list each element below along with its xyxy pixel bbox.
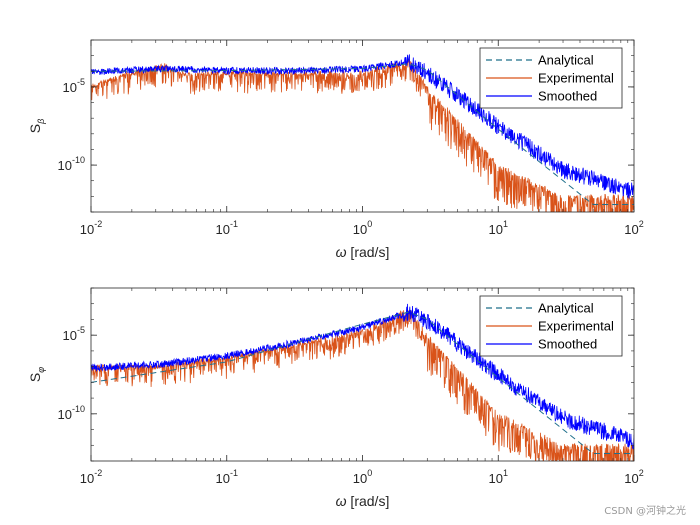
series-smoothed	[91, 54, 634, 200]
x-tick-label: 10-2	[80, 468, 102, 486]
y-tick-label: 10-10	[58, 155, 85, 173]
x-axis-label: ω [rad/s]	[336, 493, 390, 509]
x-tick-label: 102	[624, 468, 643, 486]
y-axis-label: Sβ	[27, 119, 46, 134]
legend-label-analytical: Analytical	[538, 53, 594, 68]
legend-label-experimental: Experimental	[538, 319, 614, 334]
x-tick-label: 101	[489, 219, 508, 237]
legend-label-analytical: Analytical	[538, 301, 594, 316]
watermark: CSDN @河钟之光	[604, 506, 686, 517]
subplot-1: 10-2 10-1 100 101 102 10-10 10-5 ω [rad/s] Sβ Ana…	[27, 39, 644, 260]
y-tick-label: 10-10	[58, 404, 85, 422]
data-layer	[91, 303, 634, 461]
series-analytical	[91, 311, 634, 454]
y-axis-label: Sφ	[27, 367, 46, 382]
x-tick-label: 10-1	[216, 468, 238, 486]
subplot-2: 10-2 10-1 100 101 102 10-10 10-5 ω [rad/s] Sφ Ana…	[27, 287, 644, 509]
legend-label-experimental: Experimental	[538, 71, 614, 86]
x-tick-label: 102	[624, 219, 643, 237]
y-tick-label: 10-5	[63, 77, 85, 95]
x-tick-label: 100	[353, 219, 372, 237]
series-smoothed	[91, 303, 634, 450]
legend: Analytical Experimental Smoothed	[479, 47, 623, 109]
x-tick-label: 10-1	[216, 219, 238, 237]
x-tick-label: 10-2	[80, 219, 102, 237]
series-experimental	[91, 58, 634, 212]
x-tick-label: 100	[353, 468, 372, 486]
legend-label-smoothed: Smoothed	[538, 337, 597, 352]
x-axis-label: ω [rad/s]	[336, 244, 390, 260]
x-tick-label: 101	[489, 468, 508, 486]
legend: Analytical Experimental Smoothed	[479, 295, 623, 357]
y-tick-label: 10-5	[63, 325, 85, 343]
data-layer	[91, 54, 634, 212]
legend-label-smoothed: Smoothed	[538, 89, 597, 104]
series-analytical	[91, 63, 634, 206]
